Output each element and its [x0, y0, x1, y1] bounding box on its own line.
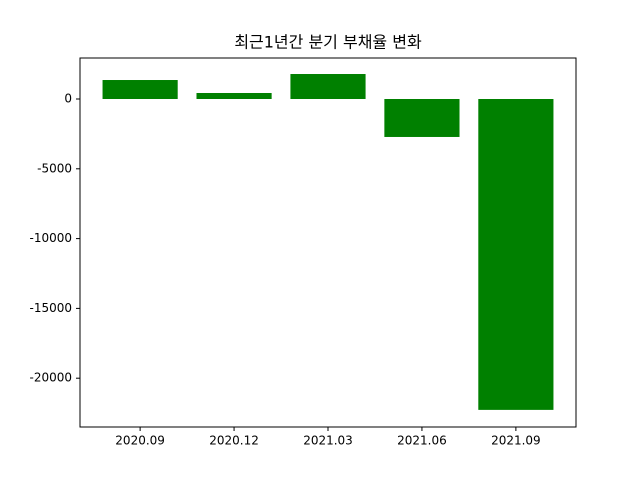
bar [384, 99, 460, 137]
y-tick-label: -20000 [29, 371, 72, 385]
y-tick-label: 0 [64, 92, 72, 106]
x-tick-label: 2021.03 [303, 434, 353, 448]
bar [478, 99, 554, 410]
y-tick-label: -5000 [37, 161, 72, 175]
x-tick-label: 2020.12 [209, 434, 259, 448]
chart-title: 최근1년간 분기 부채율 변화 [234, 33, 422, 52]
y-tick-label: -15000 [29, 301, 72, 315]
bar [196, 92, 272, 99]
x-tick-label: 2021.06 [397, 434, 447, 448]
bar [290, 74, 366, 99]
x-tick-label: 2020.09 [115, 434, 165, 448]
plot-frame [79, 57, 577, 428]
y-tick-label: -10000 [29, 231, 72, 245]
x-tick-label: 2021.09 [491, 434, 541, 448]
bar [102, 80, 178, 99]
